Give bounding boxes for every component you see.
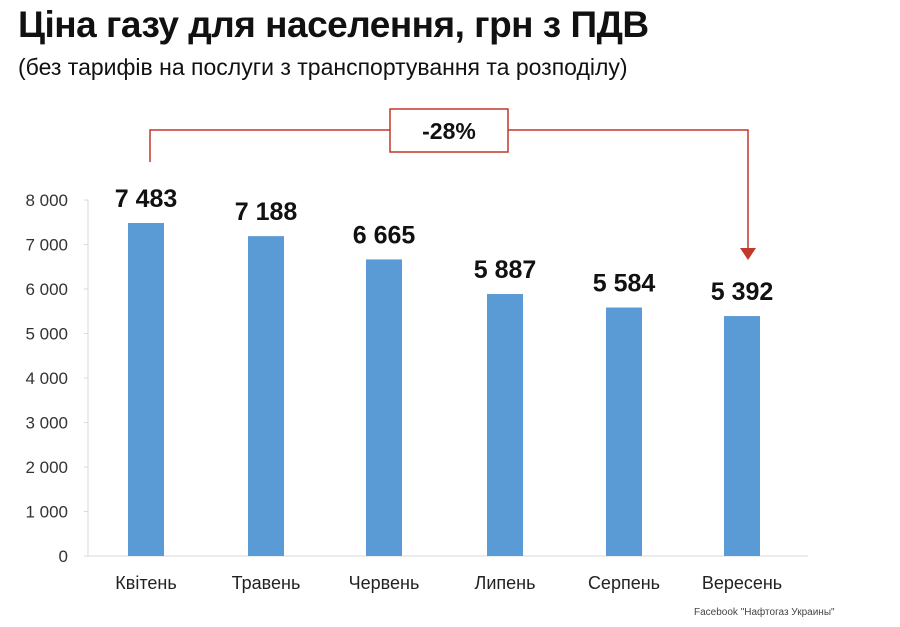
data-label: 5 584 xyxy=(593,270,656,298)
chart-subtitle: (без тарифів на послуги з транспортуванн… xyxy=(18,54,628,80)
bar-Квітень xyxy=(128,223,164,556)
y-tick-label: 5 000 xyxy=(25,325,68,344)
y-tick-label: 6 000 xyxy=(25,280,68,299)
y-tick-label: 8 000 xyxy=(25,191,68,210)
data-label: 5 887 xyxy=(474,256,537,284)
bar-Червень xyxy=(366,259,402,556)
bar-Серпень xyxy=(606,307,642,556)
data-label: 7 188 xyxy=(235,198,298,226)
x-tick-label: Липень xyxy=(475,573,536,593)
x-tick-label: Травень xyxy=(232,573,301,593)
x-tick-label: Серпень xyxy=(588,573,660,593)
y-tick-label: 3 000 xyxy=(25,414,68,433)
chart-title: Ціна газу для населення, грн з ПДВ xyxy=(18,4,649,45)
y-tick-label: 7 000 xyxy=(25,236,68,255)
y-tick-label: 0 xyxy=(59,547,68,566)
data-label: 5 392 xyxy=(711,278,774,306)
y-tick-label: 4 000 xyxy=(25,369,68,388)
annotation-box xyxy=(389,108,509,153)
arrow-down-icon xyxy=(740,248,756,260)
x-tick-label: Квітень xyxy=(115,573,176,593)
y-tick-label: 2 000 xyxy=(25,458,68,477)
data-label: 7 483 xyxy=(115,185,178,213)
bar-Липень xyxy=(487,294,523,556)
x-tick-label: Червень xyxy=(349,573,420,593)
data-label: 6 665 xyxy=(353,221,416,249)
bar-Травень xyxy=(248,236,284,556)
bar-Вересень xyxy=(724,316,760,556)
source-note: Facebook "Нафтогаз Украины" xyxy=(694,607,835,618)
x-tick-label: Вересень xyxy=(702,573,782,593)
y-tick-label: 1 000 xyxy=(25,503,68,522)
annotation-label: -28% xyxy=(422,118,476,144)
